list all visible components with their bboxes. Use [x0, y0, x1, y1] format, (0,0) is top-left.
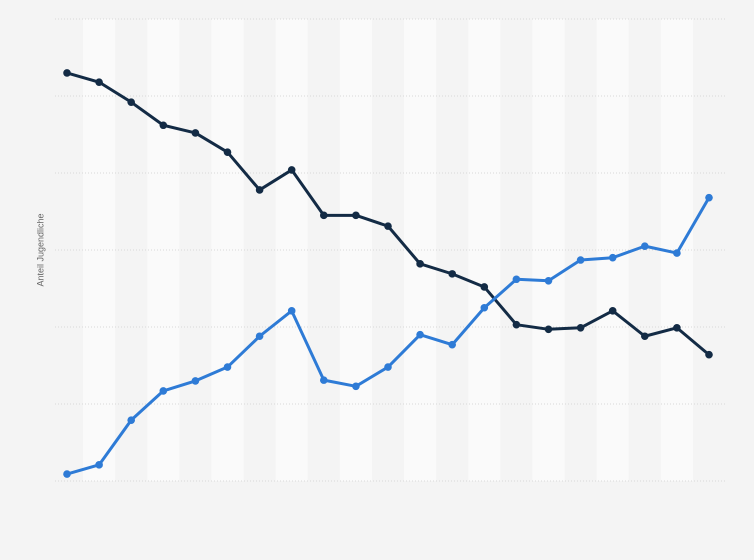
- data-point: [287, 166, 296, 174]
- y-axis-label: Anteil Jugendliche: [35, 213, 45, 286]
- data-point: [320, 376, 328, 384]
- data-point: [705, 350, 713, 359]
- data-point: [159, 121, 168, 130]
- data-point: [576, 323, 585, 332]
- data-point: [255, 186, 264, 194]
- data-point: [448, 340, 457, 349]
- data-point: [576, 256, 585, 264]
- data-point: [223, 363, 232, 371]
- data-point: [673, 323, 681, 332]
- data-point: [512, 275, 521, 284]
- data-point: [608, 307, 617, 315]
- data-point: [320, 211, 328, 220]
- data-point: [95, 461, 103, 469]
- data-point: [255, 332, 264, 341]
- data-point: [191, 129, 200, 137]
- data-point: [352, 382, 360, 391]
- data-point: [673, 249, 681, 257]
- data-point: [287, 307, 296, 315]
- data-point: [416, 330, 424, 339]
- data-point: [95, 78, 103, 86]
- data-point: [480, 303, 489, 312]
- data-point: [191, 377, 200, 385]
- data-point: [705, 193, 713, 202]
- data-point: [223, 148, 232, 157]
- data-point: [127, 416, 135, 424]
- data-point: [544, 325, 553, 334]
- data-point: [352, 211, 360, 220]
- data-point: [63, 69, 71, 77]
- data-point: [448, 270, 457, 278]
- data-point: [63, 470, 71, 478]
- data-point: [544, 277, 553, 285]
- data-point: [641, 242, 649, 250]
- data-point: [416, 260, 424, 268]
- data-point: [384, 222, 392, 230]
- data-point: [159, 387, 168, 395]
- data-point: [384, 363, 392, 371]
- data-point: [127, 98, 135, 106]
- data-point: [512, 320, 521, 329]
- data-point: [608, 253, 617, 262]
- data-point: [641, 332, 649, 341]
- data-point: [480, 283, 489, 291]
